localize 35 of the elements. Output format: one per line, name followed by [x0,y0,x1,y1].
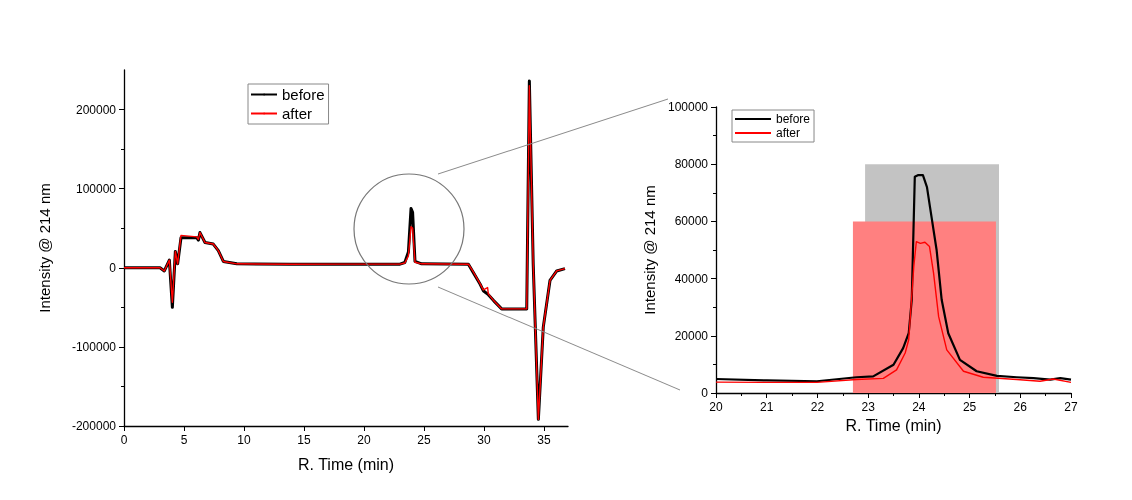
y-tick-label: 80000 [674,157,709,172]
y-tick-label: 100000 [667,100,709,114]
x-tick-label: 20 [709,400,723,414]
legend-label: after [776,126,801,140]
legend-label: before [776,112,811,126]
x-tick-label: 10 [237,433,251,447]
x-tick-label: 15 [297,433,311,447]
x-tick-label: 23 [861,400,876,414]
y-axis-title: Intensity @ 214 nm [641,185,659,315]
y-tick-label: 0 [701,386,709,400]
x-tick-label: 25 [417,433,431,447]
x-tick-label: 30 [477,433,491,447]
x-tick-label: 21 [760,400,774,414]
x-tick-label: 27 [1064,400,1078,414]
x-axis-title: R. Time (min) [298,455,394,473]
x-tick-label: 26 [1013,400,1028,414]
y-tick-label: -200000 [71,419,117,433]
legend-label: before [282,86,325,103]
y-tick-label: 0 [109,260,117,275]
y-tick-label: 40000 [674,271,709,286]
x-axis-title: R. Time (min) [845,417,942,435]
y-tick-label: -100000 [71,339,117,354]
x-tick-label: 25 [962,400,977,414]
x-tick-label: 24 [912,400,926,414]
y-tick-label: 20000 [674,328,709,343]
x-tick-label: 20 [357,433,371,447]
legend-label: after [282,105,313,122]
y-tick-label: 100000 [75,181,117,196]
y-tick-label: 200000 [75,102,117,117]
x-tick-label: 22 [810,400,825,414]
y-axis-title: Intensity @ 214 nm [36,183,53,313]
x-tick-label: 35 [537,433,551,447]
x-tick-label: 5 [180,433,188,447]
x-tick-label: 0 [120,433,128,447]
y-tick-label: 60000 [674,214,709,229]
